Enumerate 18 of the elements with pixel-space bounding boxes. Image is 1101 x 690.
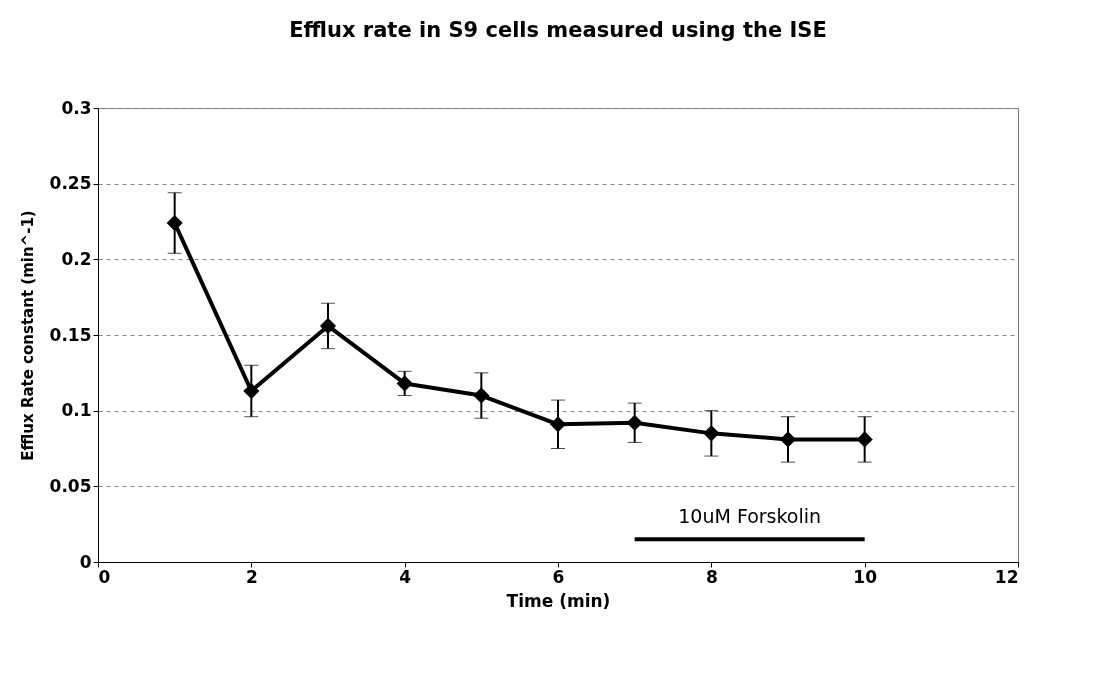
x-tick-label: 6 xyxy=(552,566,565,587)
x-axis-title: Time (min) xyxy=(506,590,611,611)
x-tick-label: 10 xyxy=(853,566,878,587)
annotation: 10uM Forskolin xyxy=(678,505,822,528)
y-axis-title: Efflux Rate constant (min^-1) xyxy=(18,210,37,461)
y-tick-label: 0.15 xyxy=(49,324,92,345)
x-tick-label: 2 xyxy=(245,566,258,587)
y-tick-label: 0.3 xyxy=(61,97,92,118)
chart-title: Efflux rate in S9 cells measured using the ISE xyxy=(289,18,827,42)
x-tick-label: 8 xyxy=(705,566,718,587)
y-tick-label: 0.1 xyxy=(61,400,92,421)
x-tick-label: 4 xyxy=(399,566,412,587)
y-tick-label: 0.25 xyxy=(49,173,92,194)
y-tick-label: 0.05 xyxy=(49,475,92,496)
y-tick-label: 0 xyxy=(79,551,92,572)
x-tick-label: 12 xyxy=(994,566,1019,587)
y-tick-label: 0.2 xyxy=(61,248,92,269)
x-tick-label: 0 xyxy=(98,566,111,587)
